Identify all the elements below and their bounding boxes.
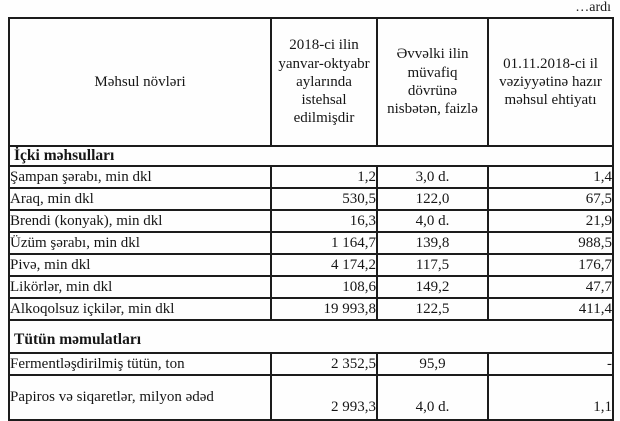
section-header-tobacco: Tütün məmulatları — [8, 319, 614, 354]
section-title: İçki məhsulları — [8, 145, 614, 167]
column-header-produced: 2018-ci ilin yanvar-oktyabr aylarında is… — [270, 17, 378, 147]
stock-value: 1,1 — [487, 374, 614, 421]
section-title: Tütün məmulatları — [8, 319, 614, 354]
row-label: Fermentləşdirilmiş tütün, ton — [8, 352, 272, 376]
stock-value: 988,5 — [487, 231, 614, 255]
produced-value: 2 993,3 — [270, 374, 378, 421]
change-value: 4,0 d. — [376, 374, 489, 421]
change-value: 95,9 — [376, 352, 489, 376]
stock-value: 411,4 — [487, 297, 614, 321]
table-row-brandy: Brendi (konyak), min dkl 16,3 4,0 d. 21,… — [8, 209, 614, 233]
stock-value: - — [487, 352, 614, 376]
table-row-liqueurs: Likörlər, min dkl 108,6 149,2 47,7 — [8, 275, 614, 299]
produced-value: 2 352,5 — [270, 352, 378, 376]
change-value: 117,5 — [376, 253, 489, 277]
table-row-fermented-tobacco: Fermentləşdirilmiş tütün, ton 2 352,5 95… — [8, 352, 614, 376]
stock-value: 47,7 — [487, 275, 614, 299]
column-header-product-types: Məhsul növləri — [8, 17, 272, 147]
change-value: 3,0 d. — [376, 165, 489, 189]
continuation-marker: …ardı — [575, 0, 611, 15]
table-header-row: Məhsul növləri 2018-ci ilin yanvar-oktya… — [8, 17, 614, 147]
change-value: 4,0 d. — [376, 209, 489, 233]
row-label: Pivə, min dkl — [8, 253, 272, 277]
produced-value: 108,6 — [270, 275, 378, 299]
row-label: Likörlər, min dkl — [8, 275, 272, 299]
row-label: Şampan şərabı, min dkl — [8, 165, 272, 189]
produced-value: 1 164,7 — [270, 231, 378, 255]
stock-value: 67,5 — [487, 187, 614, 211]
change-value: 149,2 — [376, 275, 489, 299]
row-label: Brendi (konyak), min dkl — [8, 209, 272, 233]
table-row-vodka: Araq, min dkl 530,5 122,0 67,5 — [8, 187, 614, 211]
change-value: 122,5 — [376, 297, 489, 321]
column-header-stock: 01.11.2018-ci il vəziyyətinə hazır məhsu… — [487, 17, 614, 147]
produced-value: 4 174,2 — [270, 253, 378, 277]
row-label: Araq, min dkl — [8, 187, 272, 211]
row-label: Papiros və siqaretlər, milyon ədəd — [8, 374, 272, 421]
table-row-beer: Pivə, min dkl 4 174,2 117,5 176,7 — [8, 253, 614, 277]
produced-value: 1,2 — [270, 165, 378, 189]
produced-value: 16,3 — [270, 209, 378, 233]
stock-value: 21,9 — [487, 209, 614, 233]
row-label-text: Papiros və siqaretlər, milyon ədəd — [10, 389, 214, 406]
change-value: 122,0 — [376, 187, 489, 211]
row-label: Alkoqolsuz içkilər, min dkl — [8, 297, 272, 321]
produced-value: 530,5 — [270, 187, 378, 211]
row-label: Üzüm şərabı, min dkl — [8, 231, 272, 255]
change-value: 139,8 — [376, 231, 489, 255]
table-row-cigarettes: Papiros və siqaretlər, milyon ədəd 2 993… — [8, 374, 614, 421]
stock-value: 176,7 — [487, 253, 614, 277]
column-header-vs-previous-year: Əvvəlki ilin müvafiq dövrünə nisbətən, f… — [376, 17, 489, 147]
table-row-champagne: Şampan şərabı, min dkl 1,2 3,0 d. 1,4 — [8, 165, 614, 189]
section-header-drinks: İçki məhsulları — [8, 145, 614, 167]
produced-value: 19 993,8 — [270, 297, 378, 321]
table-row-soft-drinks: Alkoqolsuz içkilər, min dkl 19 993,8 122… — [8, 297, 614, 321]
stock-value: 1,4 — [487, 165, 614, 189]
table-row-grape-wine: Üzüm şərabı, min dkl 1 164,7 139,8 988,5 — [8, 231, 614, 255]
production-table: Məhsul növləri 2018-ci ilin yanvar-oktya… — [8, 17, 614, 421]
